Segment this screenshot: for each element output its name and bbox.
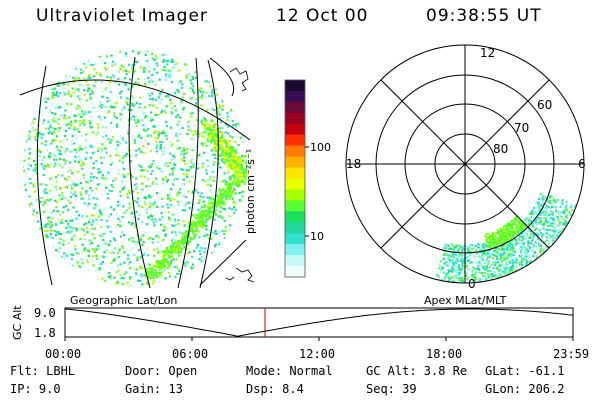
colorbar-unit-label: photon cm⁻²s⁻¹ [244, 148, 257, 234]
door-info: Door: Open [125, 364, 198, 378]
time-label: 09:38:55 UT [426, 6, 542, 26]
geographic-image [19, 50, 255, 289]
mode-info: Mode: Normal [246, 364, 333, 378]
colorbar-tick-10: 10 [310, 230, 324, 243]
date-label: 12 Oct 00 [276, 6, 369, 26]
mlt-label-6: 6 [578, 157, 586, 171]
uv-emission-map [23, 50, 247, 286]
alt-tick-1-8: 1.8 [34, 326, 56, 340]
mlt-label-18: 18 [346, 157, 362, 171]
polar-panel-label: Apex MLat/MLT [424, 294, 507, 307]
instrument-title: Ultraviolet Imager [36, 6, 208, 26]
time-tick-1800: 18:00 [426, 347, 463, 361]
mlt-label-12: 12 [480, 46, 496, 60]
time-tick-0600: 06:00 [172, 347, 209, 361]
time-tick-0000: 00:00 [45, 347, 82, 361]
polar-plot [345, 44, 585, 284]
glat-info: GLat: -61.1 [485, 364, 565, 378]
lat-label-70: 70 [514, 121, 530, 135]
time-tick-2359: 23:59 [553, 347, 590, 361]
alt-tick-9: 9.0 [34, 306, 56, 320]
uv-emission-polar [436, 192, 579, 283]
polar-grid [345, 44, 585, 284]
mlt-label-0: 0 [468, 277, 476, 291]
colorbar-tick-100: 100 [310, 141, 331, 154]
geo-grid-lines [19, 56, 255, 289]
header: Ultraviolet Imager 12 Oct 00 09:38:55 UT [0, 6, 600, 28]
glon-info: GLon: 206.2 [485, 382, 565, 396]
lat-label-80: 80 [493, 142, 509, 156]
colorbar [284, 79, 309, 278]
altitude-plot [64, 307, 574, 341]
lat-label-60: 60 [537, 98, 553, 112]
geo-panel-label: Geographic Lat/Lon [70, 294, 178, 307]
gc-alt-info: GC Alt: 3.8 Re [366, 364, 468, 378]
seq-info: Seq: 39 [366, 382, 417, 396]
gain-info: Gain: 13 [125, 382, 183, 396]
dsp-info: Dsp: 8.4 [246, 382, 304, 396]
filter-info: Flt: LBHL [10, 364, 76, 378]
ip-info: IP: 9.0 [10, 382, 61, 396]
time-tick-1200: 12:00 [299, 347, 336, 361]
